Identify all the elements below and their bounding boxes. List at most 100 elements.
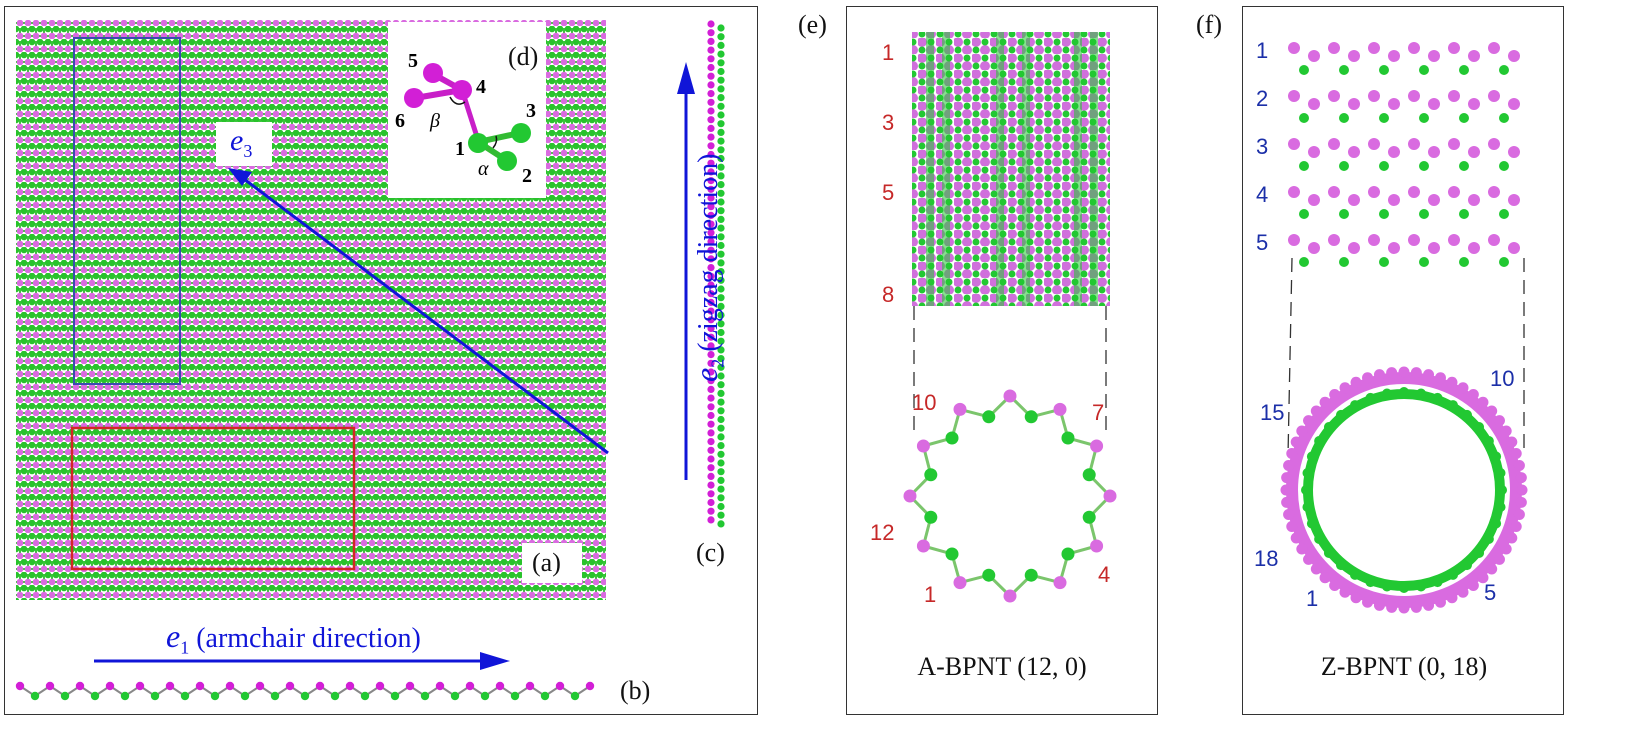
e2-label: e2 (zigzag direction)	[688, 154, 728, 382]
z-bpnt-side-atom	[1508, 194, 1520, 206]
chain-c-atom	[717, 502, 725, 511]
z-bpnt-ring-atom	[1474, 547, 1485, 558]
z-bpnt-side-atom	[1459, 257, 1469, 267]
chain-c-atom	[707, 333, 715, 341]
chain-b-atom	[570, 691, 580, 701]
z-bpnt-ring-atom	[1314, 534, 1325, 544]
chain-c-atom	[717, 276, 725, 284]
z-bpnt-ring-atom	[1513, 459, 1525, 471]
e1-direction-text: (armchair direction)	[196, 623, 421, 654]
a-bpnt-ring-atom	[982, 410, 996, 424]
chain-c-atom	[707, 464, 715, 472]
z-bpnt-side-atom	[1288, 90, 1300, 102]
z-bpnt-ring-atom	[1410, 601, 1422, 613]
chain-b-atom	[435, 681, 445, 691]
atom-label-2: 2	[522, 165, 532, 187]
z-bpnt-ring-atom	[1500, 425, 1512, 437]
chain-b-atom	[15, 681, 25, 691]
f-ring-number-5: 5	[1484, 580, 1497, 605]
chain-c-atom	[707, 446, 715, 454]
chain-b-atom	[240, 691, 250, 701]
chain-b-atom	[300, 691, 310, 701]
z-bpnt-side-atom	[1428, 242, 1440, 254]
z-bpnt-side-atom	[1459, 161, 1469, 171]
e2-subscript: 2	[707, 358, 728, 368]
chain-b-atom	[255, 681, 265, 691]
chain-c-atom	[707, 20, 715, 28]
z-bpnt-ring-atom	[1513, 509, 1525, 521]
z-bpnt-side-atom	[1468, 50, 1480, 62]
z-bpnt-side-atom	[1468, 242, 1480, 254]
chain-c-atom	[717, 285, 725, 293]
z-bpnt-side-atom	[1308, 146, 1320, 158]
chain-c-atom	[707, 220, 715, 228]
z-bpnt-ring-atom	[1500, 543, 1512, 555]
a-bpnt-green-stripe	[942, 32, 950, 306]
chain-c-atom	[717, 468, 725, 476]
chain-c-atom	[707, 72, 715, 80]
chain-c-atom	[717, 476, 725, 484]
z-bpnt-ring-atom	[1446, 376, 1458, 388]
chain-c-atom	[707, 516, 715, 524]
chain-b-atom	[75, 681, 85, 691]
z-bpnt-ring-atom	[1423, 369, 1435, 381]
chain-c-atom	[707, 420, 715, 428]
z-bpnt-ring-atom	[1362, 596, 1374, 608]
chain-c-atom	[707, 498, 715, 507]
e3-arrow-line	[239, 174, 609, 455]
z-bpnt-outer-ring	[1286, 372, 1522, 608]
z-bpnt-ring-atom	[1510, 448, 1522, 460]
z-bpnt-side-atom	[1379, 161, 1389, 171]
a-bpnt-ring-atom	[1082, 510, 1096, 524]
chain-b-atom	[495, 681, 505, 691]
chain-b-atom	[135, 681, 145, 691]
z-bpnt-side-atom	[1388, 242, 1400, 254]
a-bpnt-green-stripe	[1074, 32, 1082, 306]
chain-b-atom	[330, 691, 340, 701]
chain-c-atom	[717, 520, 725, 528]
z-bpnt-ring-atom	[1296, 425, 1308, 437]
chain-c-atom	[707, 455, 715, 463]
chain-c-atom	[717, 111, 725, 119]
z-bpnt-ring-atom	[1486, 563, 1498, 575]
z-bpnt-side-atom	[1408, 234, 1420, 246]
z-bpnt-side-atom	[1408, 90, 1420, 102]
z-bpnt-side-atom	[1508, 146, 1520, 158]
a-bpnt-green-stripe	[996, 32, 1004, 306]
chain-c-atom	[707, 377, 715, 385]
z-bpnt-side-atom	[1428, 98, 1440, 110]
chain-c-atom	[707, 429, 715, 437]
e-side-number-8: 8	[882, 282, 895, 307]
chain-c-atom	[717, 302, 725, 310]
z-bpnt-ring-atom	[1306, 451, 1317, 462]
chain-b-atom	[165, 681, 175, 691]
chain-c-atom	[717, 189, 725, 197]
atom-label-1: 1	[455, 138, 465, 160]
z-bpnt-side-atom	[1428, 146, 1440, 158]
chain-c-atom	[717, 389, 725, 397]
z-bpnt-ring-atom	[1381, 581, 1392, 592]
z-bpnt-ring-atom	[1302, 502, 1313, 513]
z-bpnt-ring-atom	[1373, 599, 1385, 611]
chain-c-atom	[707, 116, 715, 124]
z-bpnt-ring-atom	[1423, 599, 1435, 611]
chain-b-atom	[585, 681, 595, 691]
z-bpnt-ring-atom	[1290, 436, 1302, 448]
chain-c-atom	[717, 398, 725, 406]
chain-c-atom	[707, 55, 715, 63]
chain-c-atom	[707, 81, 715, 89]
chain-c-atom	[717, 94, 725, 102]
panel-a-lattice-svg	[15, 20, 725, 701]
chain-c-atom	[707, 272, 715, 280]
z-bpnt-side-atom	[1428, 50, 1440, 62]
z-bpnt-side-atom	[1419, 113, 1429, 123]
f-ring-number-1: 1	[1306, 586, 1319, 611]
chain-c-atom	[717, 337, 725, 345]
z-bpnt-ring-atom	[1280, 484, 1292, 496]
chain-c-atom	[707, 281, 715, 289]
z-bpnt-side-atom	[1328, 90, 1340, 102]
chain-c-atom	[717, 511, 725, 519]
a-bpnt-ring-atom	[1053, 576, 1067, 590]
f-side-number-4: 4	[1256, 182, 1269, 207]
chain-c-atom	[717, 76, 725, 84]
